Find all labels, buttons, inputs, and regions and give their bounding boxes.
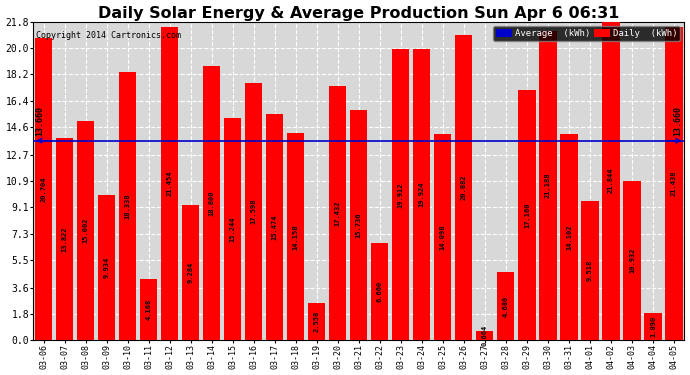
Text: 21.844: 21.844: [608, 168, 614, 194]
Text: 14.102: 14.102: [566, 225, 572, 250]
Text: 14.098: 14.098: [440, 225, 446, 250]
Bar: [434, 134, 451, 340]
Text: 4.680: 4.680: [503, 296, 509, 317]
Bar: [308, 303, 326, 340]
Bar: [476, 331, 493, 340]
Text: 13.660: 13.660: [673, 106, 682, 136]
Text: 19.924: 19.924: [419, 182, 425, 207]
Text: 21.188: 21.188: [545, 173, 551, 198]
Text: 13.822: 13.822: [61, 226, 68, 252]
Text: 21.454: 21.454: [167, 171, 172, 196]
Text: 17.598: 17.598: [250, 199, 257, 225]
Bar: [413, 49, 431, 340]
Bar: [266, 114, 284, 340]
Text: 15.474: 15.474: [272, 214, 278, 240]
Bar: [56, 138, 73, 340]
Text: 17.432: 17.432: [335, 200, 341, 226]
Text: 18.338: 18.338: [125, 194, 130, 219]
Bar: [518, 90, 535, 340]
Text: 19.912: 19.912: [398, 182, 404, 207]
Text: 13.660: 13.660: [35, 106, 44, 136]
Bar: [119, 72, 137, 340]
Bar: [245, 83, 262, 340]
Bar: [98, 195, 115, 340]
Bar: [161, 27, 179, 340]
Text: 9.934: 9.934: [104, 257, 110, 278]
Text: 4.168: 4.168: [146, 299, 152, 321]
Text: 6.660: 6.660: [377, 281, 383, 302]
Text: 15.736: 15.736: [356, 213, 362, 238]
Bar: [560, 134, 578, 340]
Bar: [602, 21, 620, 340]
Bar: [540, 31, 557, 340]
Title: Daily Solar Energy & Average Production Sun Apr 6 06:31: Daily Solar Energy & Average Production …: [98, 6, 620, 21]
Bar: [224, 117, 241, 340]
Text: 14.158: 14.158: [293, 224, 299, 250]
Bar: [455, 35, 473, 340]
Text: 17.160: 17.160: [524, 202, 530, 228]
Bar: [35, 38, 52, 340]
Text: 2.558: 2.558: [314, 311, 320, 332]
Bar: [497, 272, 515, 340]
Bar: [644, 313, 662, 340]
Text: 20.704: 20.704: [41, 176, 47, 202]
Bar: [351, 110, 368, 340]
Text: 18.800: 18.800: [209, 190, 215, 216]
Text: 9.518: 9.518: [587, 260, 593, 281]
Text: 0.664: 0.664: [482, 325, 488, 346]
Text: 15.002: 15.002: [83, 218, 89, 243]
Text: 15.244: 15.244: [230, 216, 236, 242]
Text: 21.438: 21.438: [671, 171, 677, 196]
Legend: Average  (kWh), Daily  (kWh): Average (kWh), Daily (kWh): [493, 26, 680, 40]
Bar: [581, 201, 598, 340]
Bar: [371, 243, 388, 340]
Text: 1.890: 1.890: [650, 316, 656, 337]
Bar: [287, 134, 304, 340]
Text: Copyright 2014 Cartronics.com: Copyright 2014 Cartronics.com: [37, 31, 181, 40]
Bar: [392, 49, 409, 340]
Bar: [623, 180, 640, 340]
Bar: [140, 279, 157, 340]
Bar: [77, 121, 95, 340]
Text: 20.882: 20.882: [461, 175, 467, 201]
Bar: [203, 66, 220, 340]
Text: 9.284: 9.284: [188, 262, 194, 283]
Bar: [665, 27, 682, 340]
Bar: [182, 205, 199, 340]
Text: 10.932: 10.932: [629, 248, 635, 273]
Bar: [329, 86, 346, 340]
